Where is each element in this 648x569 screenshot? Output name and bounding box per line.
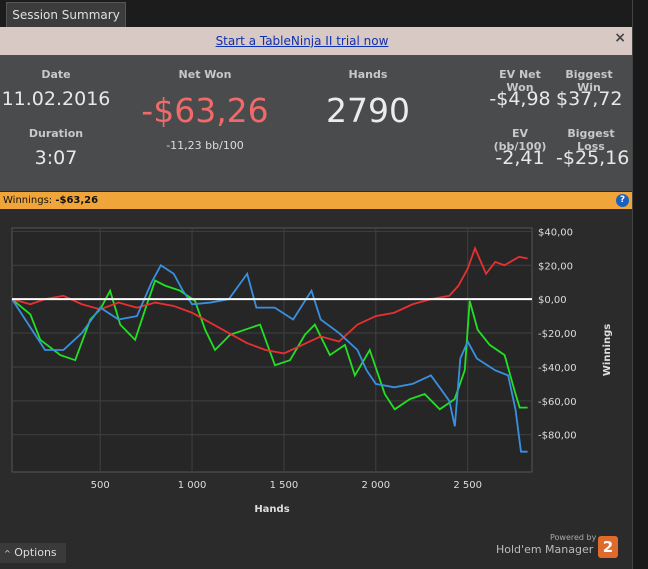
tab[interactable]: Session Summary bbox=[6, 2, 126, 28]
winnings-bar: Winnings: -$63,26 ? bbox=[0, 192, 632, 209]
brand-logo: 2 bbox=[598, 536, 618, 558]
stat-value: 3:07 bbox=[0, 147, 112, 169]
stat-sub: -11,23 bb/100 bbox=[130, 139, 280, 152]
banner: Start a TableNinja II trial now × bbox=[0, 27, 632, 55]
stat-label: Duration bbox=[0, 127, 112, 140]
y-tick-label: -$80,00 bbox=[538, 431, 577, 442]
banner-link[interactable]: Start a TableNinja II trial now bbox=[0, 34, 604, 48]
x-tick-label: 1 500 bbox=[270, 480, 299, 491]
page: Session Summary Start a TableNinja II tr… bbox=[0, 0, 648, 569]
stat-value: 11.02.2016 bbox=[0, 88, 112, 110]
options-label: Options bbox=[14, 546, 56, 559]
chart: $40,00 $20,00 $0,00 -$20,00 -$40,00 -$60,00 -$… bbox=[0, 210, 632, 540]
y-tick-label: -$60,00 bbox=[538, 397, 577, 408]
x-tick-label: 1 000 bbox=[178, 480, 207, 491]
footer: ^ Options Powered by Hold'em Manager 2 bbox=[0, 540, 632, 569]
stat-value: -$25,16 bbox=[556, 147, 626, 169]
y-axis-label: Winnings bbox=[602, 324, 613, 376]
stat-value: -2,41 bbox=[484, 147, 556, 169]
stat-value: -$63,26 bbox=[130, 91, 280, 130]
powered-by: Powered by bbox=[550, 533, 596, 542]
y-tick-label: $40,00 bbox=[538, 227, 573, 238]
y-tick-label: -$20,00 bbox=[538, 329, 577, 340]
stat-label: Hands bbox=[310, 68, 426, 81]
x-tick-label: 2 500 bbox=[453, 480, 482, 491]
brand: Hold'em Manager bbox=[496, 543, 593, 556]
stats: Date 11.02.2016 Duration 3:07 Net Won -$… bbox=[0, 55, 632, 191]
close[interactable]: × bbox=[614, 30, 626, 46]
winnings-label: Winnings: bbox=[3, 195, 52, 206]
help-icon[interactable]: ? bbox=[616, 194, 629, 207]
stat-label: Net Won bbox=[130, 68, 280, 81]
stat-value: 2790 bbox=[310, 91, 426, 130]
x-tick-label: 2 000 bbox=[361, 480, 390, 491]
stat-value: -$4,98 bbox=[484, 88, 556, 110]
y-tick-label: $0,00 bbox=[538, 295, 567, 306]
side-strip bbox=[632, 0, 648, 569]
y-tick-label: $20,00 bbox=[538, 261, 573, 272]
x-axis-label: Hands bbox=[254, 504, 289, 515]
y-tick-label: -$40,00 bbox=[538, 363, 577, 374]
x-tick-label: 500 bbox=[91, 480, 110, 491]
options-button[interactable]: ^ Options bbox=[0, 543, 66, 563]
stat-label: Date bbox=[0, 68, 112, 81]
plot-area bbox=[12, 228, 532, 472]
stat-value: $37,72 bbox=[556, 88, 622, 110]
winnings-value: -$63,26 bbox=[55, 195, 98, 206]
